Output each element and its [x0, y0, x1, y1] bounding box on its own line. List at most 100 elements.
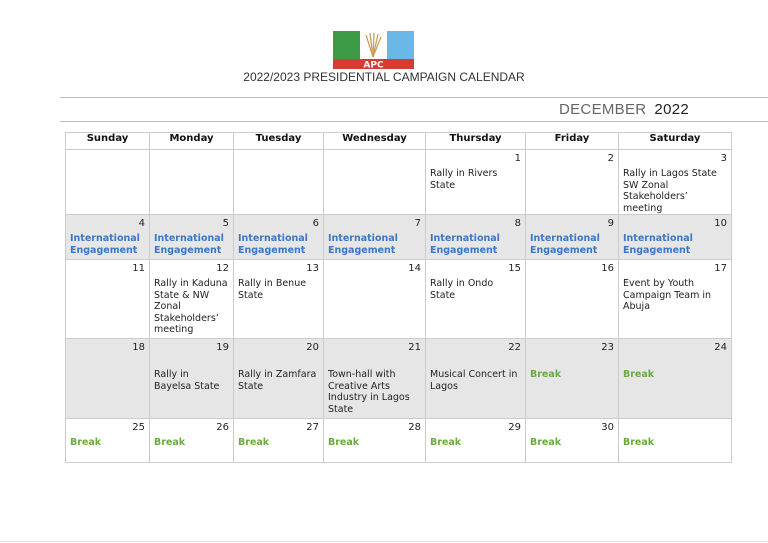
event-text: Rally in Lagos State SW Zonal Stakeholde…: [623, 168, 717, 214]
event-text: Break: [154, 437, 186, 448]
divider: [60, 97, 768, 98]
day-cell[interactable]: 2: [525, 149, 619, 215]
day-number: 13: [306, 263, 319, 274]
event-text: Musical Concert in Lagos: [430, 369, 518, 392]
day-cell[interactable]: 5 International Engagement: [149, 214, 234, 260]
day-number: 20: [306, 342, 319, 353]
event-text: Break: [530, 369, 562, 380]
day-cell[interactable]: 14: [323, 259, 426, 339]
event-text: Rally in Zamfara State: [238, 369, 317, 392]
day-number: 8: [514, 218, 521, 229]
day-cell[interactable]: 22 Musical Concert in Lagos: [425, 338, 526, 419]
day-number: 12: [216, 263, 229, 274]
event-text: Rally in Kaduna State & NW Zonal Stakeho…: [154, 278, 228, 335]
day-cell[interactable]: 19 Rally in Bayelsa State: [149, 338, 234, 419]
day-number: 7: [414, 218, 421, 229]
day-number: [328, 152, 421, 166]
weekday-wednesday: Wednesday: [323, 132, 426, 150]
weekday-friday: Friday: [525, 132, 619, 150]
year-label: 2022: [654, 101, 689, 118]
event-text: Rally in Benue State: [238, 278, 307, 301]
event-text: International Engagement: [623, 233, 693, 256]
day-cell[interactable]: 16: [525, 259, 619, 339]
apc-logo: APC: [333, 31, 414, 69]
day-cell[interactable]: [233, 149, 324, 215]
event-text: Rally in Bayelsa State: [154, 369, 220, 392]
week-row: 18 19 Rally in Bayelsa State 20 Rally in Zam…: [65, 338, 732, 419]
day-number: [70, 152, 145, 166]
event-text: Rally in Ondo State: [430, 278, 494, 301]
day-cell[interactable]: 17 Event by Youth Campaign Team in Abuja: [618, 259, 732, 339]
day-cell[interactable]: 20 Rally in Zamfara State: [233, 338, 324, 419]
month-heading: DECEMBER 2022: [559, 101, 689, 118]
day-cell[interactable]: 18: [65, 338, 150, 419]
event-text: International Engagement: [430, 233, 500, 256]
weekday-saturday: Saturday: [618, 132, 732, 150]
day-number: 22: [508, 342, 521, 353]
day-number: 9: [607, 218, 614, 229]
weekday-tuesday: Tuesday: [233, 132, 324, 150]
day-number: 10: [714, 218, 727, 229]
day-number: 30: [601, 422, 614, 433]
event-text: International Engagement: [70, 233, 140, 256]
week-row: 11 12 Rally in Kaduna State & NW Zonal Sta…: [65, 259, 732, 339]
day-number: 19: [216, 342, 229, 353]
event-text: Break: [530, 437, 562, 448]
day-cell[interactable]: 21 Town-hall with Creative Arts Industry …: [323, 338, 426, 419]
day-cell[interactable]: 30 Break: [525, 418, 619, 463]
day-number: 23: [601, 342, 614, 353]
day-number: [623, 421, 727, 435]
event-text: Break: [430, 437, 462, 448]
day-cell[interactable]: 28 Break: [323, 418, 426, 463]
day-cell[interactable]: 7 International Engagement: [323, 214, 426, 260]
day-cell[interactable]: [323, 149, 426, 215]
day-cell[interactable]: Break: [618, 418, 732, 463]
day-number: 5: [222, 218, 229, 229]
day-cell[interactable]: 9 International Engagement: [525, 214, 619, 260]
day-cell[interactable]: 26 Break: [149, 418, 234, 463]
day-cell[interactable]: 8 International Engagement: [425, 214, 526, 260]
day-cell[interactable]: 4 International Engagement: [65, 214, 150, 260]
day-number: 1: [514, 153, 521, 164]
day-number: 11: [132, 263, 145, 274]
day-number: 2: [607, 153, 614, 164]
day-number: 29: [508, 422, 521, 433]
day-cell[interactable]: 15 Rally in Ondo State: [425, 259, 526, 339]
day-number: [154, 152, 229, 166]
weekday-header-row: Sunday Monday Tuesday Wednesday Thursday Frid…: [65, 132, 732, 150]
event-text: Event by Youth Campaign Team in Abuja: [623, 278, 712, 312]
day-cell[interactable]: [65, 149, 150, 215]
day-number: 27: [306, 422, 319, 433]
day-cell[interactable]: 29 Break: [425, 418, 526, 463]
day-cell[interactable]: 23 Break: [525, 338, 619, 419]
day-cell[interactable]: 24 Break: [618, 338, 732, 419]
day-cell[interactable]: 25 Break: [65, 418, 150, 463]
day-number: 26: [216, 422, 229, 433]
day-cell[interactable]: 11: [65, 259, 150, 339]
week-row: 1 Rally in Rivers State 2 3 Rally in Lagos S…: [65, 149, 732, 215]
day-cell[interactable]: [149, 149, 234, 215]
week-row: 4 International Engagement 5 International …: [65, 214, 732, 260]
day-cell[interactable]: 13 Rally in Benue State: [233, 259, 324, 339]
day-number: 3: [720, 153, 727, 164]
day-number: 18: [132, 342, 145, 353]
event-text: Break: [70, 437, 102, 448]
event-text: International Engagement: [154, 233, 224, 256]
day-number: 25: [132, 422, 145, 433]
event-text: Break: [623, 369, 655, 380]
day-cell[interactable]: 10 International Engagement: [618, 214, 732, 260]
day-cell[interactable]: 12 Rally in Kaduna State & NW Zonal Stake…: [149, 259, 234, 339]
day-cell[interactable]: 1 Rally in Rivers State: [425, 149, 526, 215]
day-number: 6: [312, 218, 319, 229]
day-number: 28: [408, 422, 421, 433]
event-text: Break: [328, 437, 360, 448]
divider: [60, 121, 768, 122]
svg-text:APC: APC: [363, 61, 384, 70]
day-number: 24: [714, 342, 727, 353]
day-cell[interactable]: 3 Rally in Lagos State SW Zonal Stakehold…: [618, 149, 732, 215]
event-text: International Engagement: [238, 233, 308, 256]
day-cell[interactable]: 6 International Engagement: [233, 214, 324, 260]
week-row: 25 Break 26 Break 27 Break 28 Break 29 Break 30 Bre…: [65, 418, 732, 463]
day-cell[interactable]: 27 Break: [233, 418, 324, 463]
divider: [0, 541, 768, 542]
